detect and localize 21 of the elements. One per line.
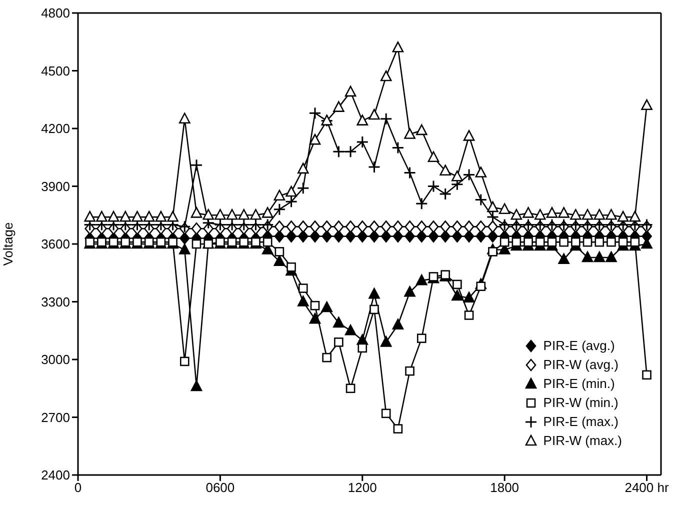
- y-tick-label: 4500: [41, 63, 70, 78]
- legend-label: PIR-W (max.): [543, 433, 622, 448]
- y-tick-label: 3300: [41, 294, 70, 310]
- y-tick-label: 4800: [41, 6, 70, 21]
- x-tick-label: 0: [74, 480, 82, 496]
- legend-label: PIR-E (min.): [543, 376, 615, 391]
- x-tick-label: 2400 hr: [624, 480, 670, 496]
- y-tick-label: 3000: [41, 352, 70, 368]
- y-tick-label: 2400: [41, 468, 70, 483]
- y-tick-label: 4200: [41, 121, 70, 136]
- y-axis-title: Voltage: [0, 222, 16, 266]
- legend-label: PIR-E (avg.): [543, 338, 615, 353]
- x-tick-label: 1200: [348, 480, 377, 496]
- x-tick-label: 1800: [490, 480, 520, 496]
- y-tick-label: 2700: [41, 410, 70, 425]
- legend-label: PIR-W (avg.): [543, 357, 618, 372]
- y-tick-label: 3900: [41, 178, 70, 194]
- y-tick-label: 3600: [41, 236, 70, 252]
- legend-label: PIR-W (min.): [543, 395, 618, 410]
- legend-label: PIR-E (max.): [543, 414, 618, 429]
- x-tick-label: 0600: [206, 480, 235, 496]
